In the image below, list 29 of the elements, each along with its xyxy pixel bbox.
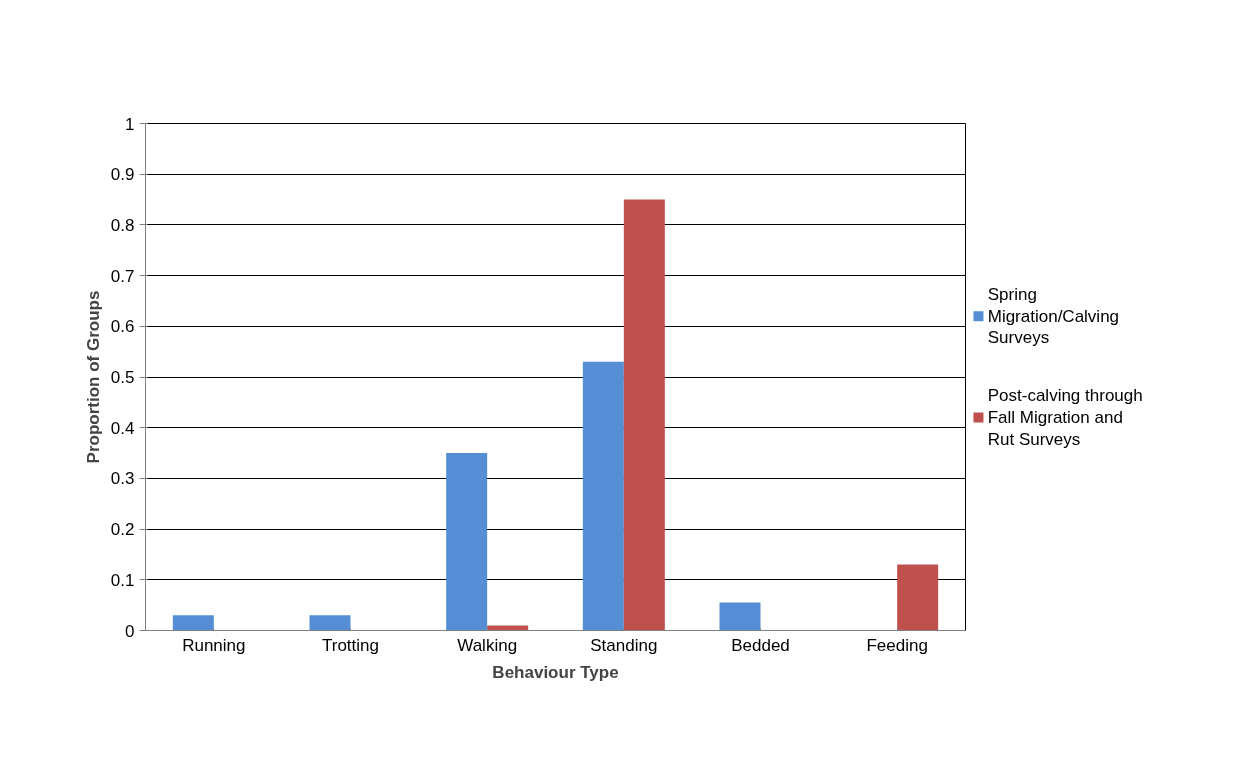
bar	[446, 453, 488, 631]
y-tick-label: 0	[125, 621, 135, 641]
bar	[487, 625, 529, 631]
x-tick-label: Standing	[590, 635, 658, 655]
bar	[309, 615, 351, 631]
y-tick-label: 0.6	[110, 317, 135, 337]
y-tick-label: 0.2	[110, 520, 135, 540]
bar	[582, 361, 624, 631]
x-tick-label: Running	[182, 635, 246, 655]
bar	[719, 602, 761, 631]
x-tick-label: Feeding	[866, 635, 928, 655]
y-axis-title: Proportion of Groups	[83, 290, 103, 464]
legend-label: Spring Migration/Calving Surveys	[987, 284, 1120, 348]
y-tick-label: 0.4	[110, 418, 135, 438]
bar	[623, 199, 665, 631]
x-tick-label: Walking	[457, 635, 518, 655]
x-axis-title: Behaviour Type	[492, 662, 619, 682]
y-tick-label: 1	[125, 114, 135, 134]
legend-label: Post-calving through Fall Migration and Rut Surveys	[987, 386, 1143, 449]
bar	[172, 615, 214, 631]
y-tick-label: 0.3	[110, 469, 135, 489]
bar	[897, 564, 939, 631]
x-tick-label: Trotting	[322, 635, 380, 655]
y-tick-label: 0.5	[110, 368, 135, 387]
y-tick-label: 0.1	[110, 570, 135, 590]
y-tick-label: 0.9	[110, 165, 135, 185]
x-tick-label: Bedded	[731, 635, 790, 655]
y-tick-label: 0.7	[110, 266, 135, 286]
y-tick-label: 0.8	[110, 215, 135, 235]
